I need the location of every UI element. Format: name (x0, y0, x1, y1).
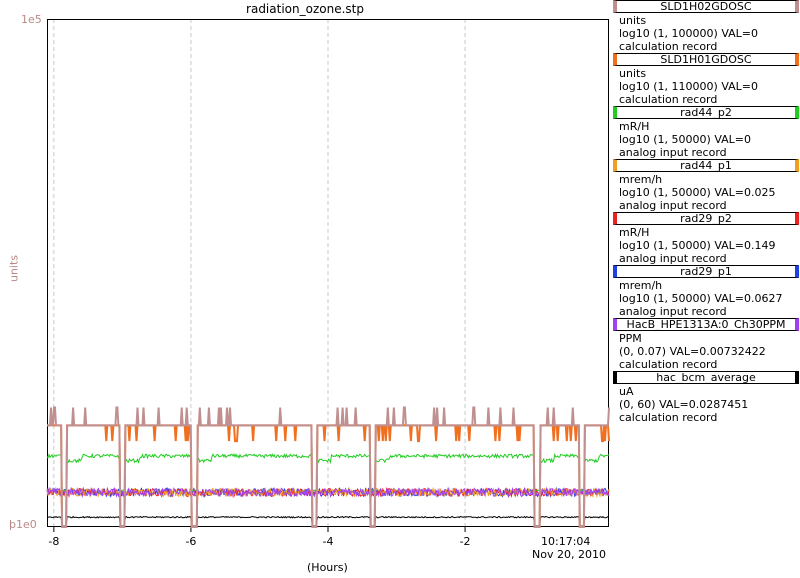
series-line-sld1h02gdosc (47, 406, 610, 528)
x-axis-label: (Hours) (307, 561, 348, 574)
legend-item-hac-bcm-average[interactable]: hac_bcm_average uA (0, 60) VAL=0.0287451 ca… (613, 371, 800, 424)
legend: SLD1H02GDOSC units log10 (1, 100000) VAL=0… (613, 0, 800, 424)
legend-record: analog input record (619, 252, 727, 265)
legend-units: mrem/h (619, 279, 663, 292)
x-tick-label: -2 (459, 535, 471, 548)
legend-units: uA (619, 385, 634, 398)
legend-range: log10 (1, 50000) VAL=0.149 (619, 239, 776, 252)
legend-record: calculation record (619, 40, 718, 53)
legend-units: mR/H (619, 226, 650, 239)
plot-border (47, 19, 609, 527)
legend-range: log10 (1, 50000) VAL=0.025 (619, 186, 776, 199)
legend-record: analog input record (619, 199, 727, 212)
legend-item-rad29-p2[interactable]: rad29_p2 mR/H log10 (1, 50000) VAL=0.149 an… (613, 212, 800, 265)
legend-range: (0, 0.07) VAL=0.00732422 (619, 345, 766, 358)
x-tick-label: -8 (48, 535, 60, 548)
x-axis-end-date: Nov 20, 2010 (532, 548, 606, 561)
y-axis-max-label: 1e5 (21, 13, 42, 26)
plot-area[interactable] (46, 19, 610, 532)
legend-series-name[interactable]: rad29_p1 (613, 265, 799, 278)
legend-record: analog input record (619, 305, 727, 318)
legend-item-sld1h02gdosc[interactable]: SLD1H02GDOSC units log10 (1, 100000) VAL=0… (613, 0, 800, 53)
chart-canvas[interactable] (46, 19, 610, 532)
legend-range: log10 (1, 50000) VAL=0 (619, 133, 752, 146)
legend-series-name[interactable]: HacB_HPE1313A:0_Ch30PPM (613, 318, 799, 331)
legend-item-rad29-p1[interactable]: rad29_p1 mrem/h log10 (1, 50000) VAL=0.062… (613, 265, 800, 318)
legend-units: mR/H (619, 120, 650, 133)
legend-record: calculation record (619, 411, 718, 424)
legend-range: (0, 60) VAL=0.0287451 (619, 398, 749, 411)
legend-units: units (619, 14, 647, 27)
series-line-hac-bcm-average (46, 515, 610, 527)
x-axis-end-time: 10:17:04 (541, 535, 591, 548)
legend-series-name[interactable]: SLD1H01GDOSC (613, 53, 799, 66)
legend-item-hacb-hpe1313a-0-ch30ppm[interactable]: HacB_HPE1313A:0_Ch30PPM PPM (0, 0.07) VAL=… (613, 318, 800, 371)
legend-item-rad44-p2[interactable]: rad44_p2 mR/H log10 (1, 50000) VAL=0 analog… (613, 106, 800, 159)
y-axis-min-label: þ1e0 (9, 518, 37, 531)
legend-range: log10 (1, 50000) VAL=0.0627 (619, 292, 783, 305)
legend-units: units (619, 67, 647, 80)
y-axis-label: units (7, 254, 21, 283)
legend-item-rad44-p1[interactable]: rad44_p1 mrem/h log10 (1, 50000) VAL=0.025… (613, 159, 800, 212)
legend-units: mrem/h (619, 173, 663, 186)
legend-series-name[interactable]: rad44_p2 (613, 106, 799, 119)
legend-series-name[interactable]: hac_bcm_average (613, 371, 799, 384)
series-line-rad44-p2 (46, 452, 610, 491)
legend-units: PPM (619, 332, 642, 345)
x-tick-label: -4 (322, 535, 334, 548)
legend-record: calculation record (619, 358, 718, 371)
legend-series-name[interactable]: rad44_p1 (613, 159, 799, 172)
legend-range: log10 (1, 100000) VAL=0 (619, 27, 759, 40)
series-line-hacb-hpe1313a-0-ch30ppm (46, 486, 610, 499)
legend-range: log10 (1, 110000) VAL=0 (619, 80, 759, 93)
legend-item-sld1h01gdosc[interactable]: SLD1H01GDOSC units log10 (1, 110000) VAL=0… (613, 53, 800, 106)
legend-record: analog input record (619, 146, 727, 159)
legend-record: calculation record (619, 93, 718, 106)
plot-title: radiation_ozone.stp (246, 2, 364, 16)
legend-series-name[interactable]: rad29_p2 (613, 212, 799, 225)
y-axis-min-value: 1e0 (15, 518, 37, 531)
legend-series-name[interactable]: SLD1H02GDOSC (613, 0, 799, 13)
x-tick-label: -6 (185, 535, 197, 548)
